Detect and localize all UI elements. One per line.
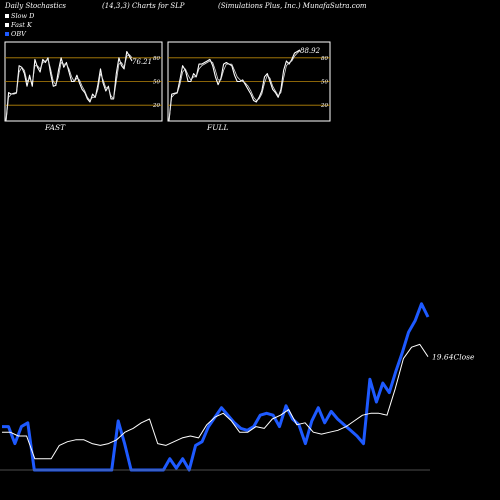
legend-label: Fast K	[11, 21, 32, 29]
level-label: 80	[321, 56, 328, 62]
legend-item-obv: OBV	[5, 30, 26, 38]
slow-d-line	[168, 50, 301, 122]
panel-title: FAST	[44, 123, 66, 132]
legend-swatch	[5, 32, 9, 36]
panel-title: FULL	[206, 123, 229, 132]
legend-swatch	[5, 23, 9, 27]
slow-d-line	[5, 54, 133, 122]
fast-k-line	[5, 50, 133, 122]
level-label: 50	[153, 80, 160, 86]
legend-item-slow-d: Slow D	[5, 12, 34, 20]
level-label: 20	[152, 103, 160, 109]
fast-k-line	[168, 49, 301, 122]
legend-item-fast-k: Fast K	[5, 21, 32, 29]
source-label: (Simulations Plus, Inc.) MunafaSutra.com	[218, 2, 367, 10]
level-label: 80	[153, 56, 160, 62]
legend-label: OBV	[11, 30, 26, 38]
close-price-label: 19.64Close	[432, 353, 475, 362]
last-value-label: 88.92	[300, 47, 321, 55]
level-label: 50	[321, 80, 328, 86]
obv-line	[2, 302, 430, 472]
chart-type-label: Daily Stochastics	[5, 2, 67, 10]
legend-swatch	[5, 14, 9, 18]
legend-label: Slow D	[11, 12, 35, 20]
chart-title: (14,3,3) Charts for SLP	[102, 2, 185, 10]
last-value-label: 76.21	[132, 58, 152, 66]
level-label: 20	[320, 103, 328, 109]
price-line	[2, 343, 429, 460]
